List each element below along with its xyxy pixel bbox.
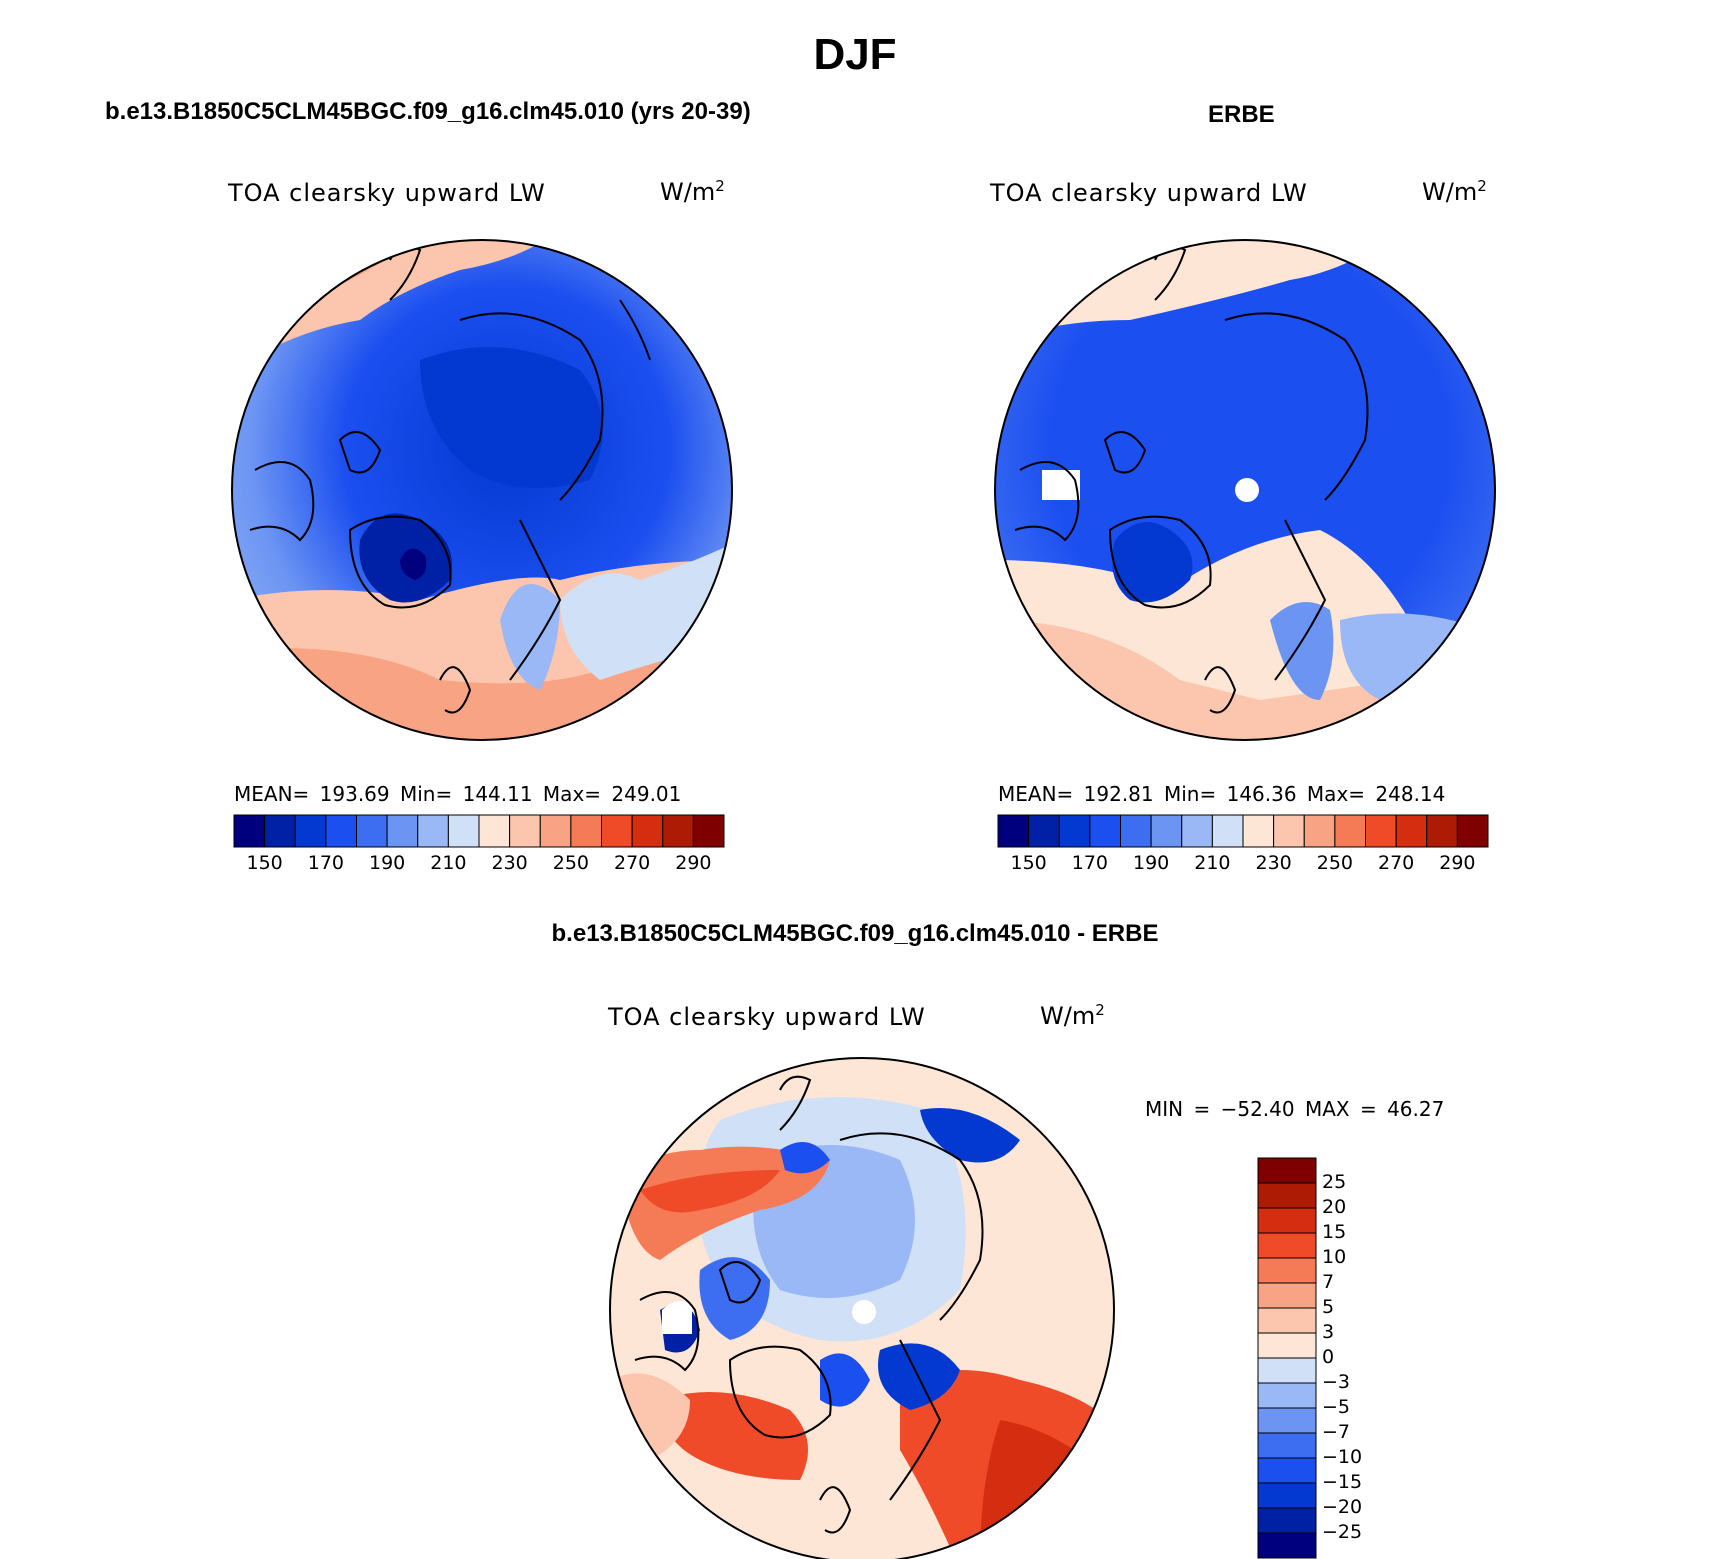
model-colorbar-tick-label: 190 xyxy=(368,852,406,874)
obs-units: W/m2 xyxy=(1422,177,1487,206)
obs-colorbar-swatch xyxy=(1303,814,1336,848)
diff-colorbar-swatch xyxy=(1257,1282,1317,1309)
obs-colorbar-swatch xyxy=(1395,814,1428,848)
model-colorbar-tick-label: 150 xyxy=(246,852,283,874)
diff-colorbar-swatch xyxy=(1257,1207,1317,1234)
diff-colorbar-tick-label: −25 xyxy=(1322,1521,1363,1543)
model-colorbar-tick-label: 250 xyxy=(552,852,589,874)
diff-colorbar-swatch xyxy=(1257,1432,1317,1459)
model-colorbar-tick-label: 170 xyxy=(307,852,344,874)
obs-colorbar-swatch xyxy=(1120,814,1152,848)
model-colorbar-swatch xyxy=(417,814,449,848)
diff-colorbar-swatch xyxy=(1257,1457,1317,1484)
obs-colorbar-swatch xyxy=(1150,814,1183,848)
obs-colorbar-swatch xyxy=(1365,814,1397,848)
diff-colorbar-tick-label: 15 xyxy=(1322,1221,1347,1243)
diff-colorbar xyxy=(1257,1157,1317,1559)
diff-colorbar-tick-label: −20 xyxy=(1322,1496,1363,1518)
diff-colorbar-swatch xyxy=(1257,1307,1317,1334)
model-colorbar-swatch xyxy=(662,814,694,848)
diff-colorbar-swatch xyxy=(1257,1332,1317,1359)
model-colorbar-swatch xyxy=(264,814,296,848)
diff-colorbar-tick-label: −3 xyxy=(1322,1371,1351,1393)
obs-colorbar-swatch xyxy=(1058,814,1091,848)
diff-colorbar-tick-label: −5 xyxy=(1322,1396,1351,1418)
obs-colorbar xyxy=(997,814,1489,848)
diff-colorbar-tick-label: 20 xyxy=(1322,1196,1347,1218)
diff-colorbar-tick-label: 5 xyxy=(1322,1296,1335,1318)
model-colorbar-swatch xyxy=(386,814,419,848)
model-colorbar-swatch xyxy=(478,814,511,848)
obs-colorbar-tick-label: 230 xyxy=(1255,852,1292,874)
model-colorbar-tick-label: 270 xyxy=(613,852,651,874)
model-variable-label: TOA clearsky upward LW xyxy=(228,179,546,207)
diff-colorbar-ticks: 25 20 15 10 7 5 3 0 −3 −5 −7 −10 −15 −20 −25 xyxy=(1322,1158,1402,1558)
model-colorbar-swatch xyxy=(356,814,388,848)
obs-colorbar-tick-label: 210 xyxy=(1194,852,1231,874)
diff-colorbar-swatch xyxy=(1257,1357,1317,1384)
model-colorbar-swatch xyxy=(631,814,664,848)
obs-colorbar-swatch xyxy=(997,814,1030,848)
model-colorbar-swatch xyxy=(325,814,357,848)
diff-colorbar-swatch xyxy=(1257,1532,1317,1559)
model-stats: MEAN= 193.69 Min= 144.11 Max= 249.01 xyxy=(234,782,682,806)
obs-colorbar-swatch xyxy=(1456,814,1489,848)
diff-colorbar-tick-label: −7 xyxy=(1322,1421,1351,1443)
model-panel-title: b.e13.B1850C5CLM45BGC.f09_g16.clm45.010 … xyxy=(105,98,751,125)
diff-colorbar-swatch xyxy=(1257,1407,1317,1434)
diff-colorbar-swatch xyxy=(1257,1507,1317,1534)
diff-colorbar-swatch xyxy=(1257,1257,1317,1284)
obs-panel-title: ERBE xyxy=(1208,101,1275,128)
diff-colorbar-swatch xyxy=(1257,1382,1317,1409)
obs-colorbar-tick-label: 170 xyxy=(1071,852,1108,874)
model-colorbar-swatch xyxy=(570,814,602,848)
diff-colorbar-swatch xyxy=(1257,1182,1317,1209)
model-colorbar-tick-label: 290 xyxy=(675,852,712,874)
obs-colorbar-swatch xyxy=(1181,814,1213,848)
diff-colorbar-swatch xyxy=(1257,1482,1317,1509)
obs-variable-label: TOA clearsky upward LW xyxy=(990,179,1308,207)
model-colorbar-swatch xyxy=(601,814,633,848)
diff-units: W/m2 xyxy=(1040,1001,1105,1030)
model-units: W/m2 xyxy=(660,177,725,206)
diff-colorbar-swatch xyxy=(1257,1157,1317,1184)
diff-colorbar-tick-label: 0 xyxy=(1322,1346,1335,1368)
diff-colorbar-swatch xyxy=(1257,1232,1317,1259)
obs-colorbar-tick-label: 150 xyxy=(1010,852,1047,874)
obs-colorbar-ticks: 150 170 190 210 230 250 270 290 xyxy=(998,852,1488,878)
diff-colorbar-tick-label: 25 xyxy=(1322,1171,1347,1193)
diff-colorbar-tick-label: 7 xyxy=(1322,1271,1335,1293)
model-colorbar-swatch xyxy=(233,814,266,848)
obs-colorbar-tick-label: 250 xyxy=(1316,852,1353,874)
obs-colorbar-tick-label: 270 xyxy=(1377,852,1415,874)
diff-variable-label: TOA clearsky upward LW xyxy=(608,1003,926,1031)
model-colorbar-tick-label: 210 xyxy=(430,852,467,874)
model-colorbar-swatch xyxy=(509,814,541,848)
diff-colorbar-tick-label: 3 xyxy=(1322,1321,1335,1343)
model-colorbar-swatch xyxy=(447,814,480,848)
model-colorbar-swatch xyxy=(692,814,725,848)
main-title: DJF xyxy=(813,30,897,79)
obs-colorbar-swatch xyxy=(1089,814,1121,848)
model-colorbar-swatch xyxy=(294,814,327,848)
diff-colorbar-tick-label: −10 xyxy=(1322,1446,1363,1468)
model-colorbar-tick-label: 230 xyxy=(491,852,528,874)
model-colorbar-ticks: 150 170 190 210 230 250 270 290 xyxy=(234,852,724,878)
model-colorbar xyxy=(233,814,725,848)
obs-colorbar-tick-label: 190 xyxy=(1132,852,1170,874)
diff-panel-title: b.e13.B1850C5CLM45BGC.f09_g16.clm45.010 … xyxy=(551,920,1159,947)
obs-colorbar-swatch xyxy=(1242,814,1275,848)
obs-stats: MEAN= 192.81 Min= 146.36 Max= 248.14 xyxy=(998,782,1446,806)
diff-colorbar-tick-label: 10 xyxy=(1322,1246,1347,1268)
diff-stats: MIN = −52.40 MAX = 46.27 xyxy=(1145,1097,1445,1121)
diff-colorbar-tick-label: −15 xyxy=(1322,1471,1363,1493)
obs-colorbar-tick-label: 290 xyxy=(1439,852,1476,874)
